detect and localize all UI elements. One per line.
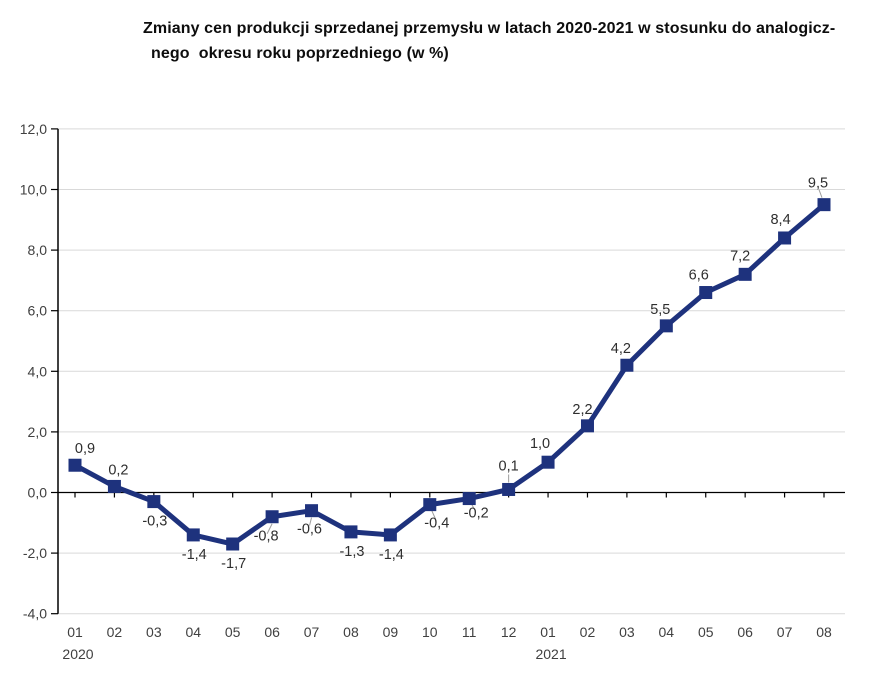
svg-text:08: 08 — [343, 624, 359, 640]
data-point-label: -1,4 — [182, 547, 207, 563]
svg-text:01: 01 — [67, 624, 83, 640]
svg-text:12: 12 — [501, 624, 517, 640]
svg-text:07: 07 — [304, 624, 320, 640]
svg-text:2020: 2020 — [62, 646, 93, 662]
data-point-label: -1,4 — [379, 547, 404, 563]
data-point-label: 0,9 — [75, 441, 95, 457]
svg-text:02: 02 — [107, 624, 123, 640]
data-point-label: 2,2 — [572, 402, 592, 418]
svg-text:2021: 2021 — [535, 646, 566, 662]
svg-text:-4,0: -4,0 — [23, 606, 47, 622]
data-point-marker — [107, 479, 121, 493]
svg-text:01: 01 — [540, 624, 556, 640]
data-point-marker — [305, 504, 319, 518]
svg-text:07: 07 — [777, 624, 793, 640]
data-point-label: -1,7 — [221, 556, 246, 572]
data-point-label: 4,2 — [611, 341, 631, 357]
data-point-marker — [699, 286, 713, 300]
data-point-label: -1,3 — [339, 544, 364, 560]
svg-text:03: 03 — [619, 624, 635, 640]
svg-text:02: 02 — [580, 624, 596, 640]
data-point-marker — [383, 528, 397, 542]
data-point-marker — [659, 319, 673, 333]
data-point-label: 9,5 — [808, 176, 828, 192]
svg-text:12,0: 12,0 — [20, 121, 47, 137]
svg-text:05: 05 — [225, 624, 241, 640]
chart-title: Zmiany cen produkcji sprzedanej przemysł… — [143, 16, 882, 66]
data-point-label: 5,5 — [650, 302, 670, 318]
data-point-marker — [541, 455, 555, 469]
svg-text:03: 03 — [146, 624, 162, 640]
data-point-label: -0,3 — [142, 514, 167, 530]
data-point-markers — [68, 198, 831, 551]
data-point-marker — [462, 492, 476, 506]
data-point-label: 0,2 — [108, 462, 128, 478]
data-point-label: 8,4 — [770, 212, 790, 228]
data-point-marker — [68, 458, 82, 472]
svg-text:6,0: 6,0 — [28, 303, 48, 319]
svg-text:2,0: 2,0 — [28, 424, 48, 440]
svg-text:11: 11 — [462, 624, 477, 640]
data-point-labels: 0,9 0,2 -0,3 -1,4 -1,7 -0,8 -0,6 -1,3 -1,4 -0,4 -0… — [75, 176, 828, 572]
label-leader-lines — [266, 189, 823, 534]
y-gridlines — [58, 128, 845, 615]
svg-text:06: 06 — [264, 624, 280, 640]
data-point-marker — [186, 528, 200, 542]
y-axis-labels: -4,0 -2,0 0,0 2,0 4,0 6,0 8,0 10,0 12,0 — [20, 121, 47, 622]
data-point-label: -0,6 — [297, 522, 322, 538]
svg-text:-2,0: -2,0 — [23, 545, 47, 561]
svg-text:04: 04 — [185, 624, 201, 640]
svg-text:4,0: 4,0 — [28, 363, 48, 379]
svg-text:0,0: 0,0 — [28, 485, 48, 501]
data-point-label: 0,1 — [499, 458, 519, 474]
data-series-line — [72, 202, 827, 547]
svg-text:10: 10 — [422, 624, 438, 640]
data-point-marker — [580, 419, 594, 433]
chart-title-line-1: Zmiany cen produkcji sprzedanej przemysł… — [143, 20, 836, 37]
data-point-marker — [738, 267, 752, 281]
data-point-label: -0,8 — [254, 529, 279, 545]
data-point-marker — [778, 231, 792, 245]
data-point-marker — [502, 482, 516, 496]
data-point-label: -0,4 — [424, 516, 449, 532]
svg-text:06: 06 — [737, 624, 753, 640]
data-point-label: 6,6 — [689, 268, 709, 284]
data-point-marker — [620, 358, 634, 372]
data-point-label: 1,0 — [530, 436, 550, 452]
data-point-label: 7,2 — [730, 248, 750, 264]
data-point-label: -0,2 — [464, 506, 489, 522]
svg-text:09: 09 — [383, 624, 399, 640]
svg-text:08: 08 — [816, 624, 832, 640]
chart-title-line-2: nego okresu roku poprzedniego (w %) — [151, 45, 449, 62]
data-point-marker — [226, 537, 240, 551]
svg-text:10,0: 10,0 — [20, 182, 47, 198]
axis-ticks — [51, 128, 825, 615]
svg-text:05: 05 — [698, 624, 714, 640]
svg-text:04: 04 — [659, 624, 675, 640]
data-point-marker — [344, 525, 358, 539]
series-polyline — [72, 202, 827, 547]
data-point-marker — [423, 498, 437, 512]
data-point-marker — [817, 198, 831, 212]
svg-text:8,0: 8,0 — [28, 242, 48, 258]
data-point-marker — [147, 495, 161, 509]
x-axis-labels: 01 02 03 04 05 06 07 08 09 10 11 12 01 02 03 04 05 06 07 08… — [62, 624, 832, 662]
data-point-marker — [265, 510, 279, 524]
